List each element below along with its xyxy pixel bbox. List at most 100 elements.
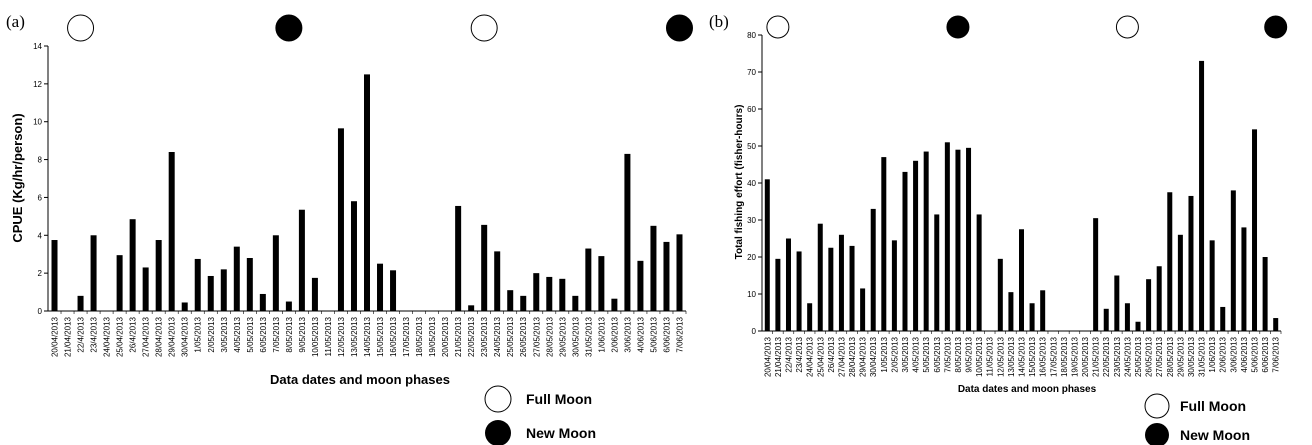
- x-category-label: 15/05/2013: [376, 316, 385, 357]
- panel-b-effort-chart: (b) 0 10 20 30 40 50 60 70 80 20/04/2013 21/04/20…: [709, 12, 1288, 395]
- x-category-label: 9/05/2013: [965, 336, 974, 372]
- bar: [585, 248, 592, 311]
- y-tick-label: 14: [33, 42, 42, 51]
- new-moon-icon: [1145, 423, 1169, 445]
- full-moon-icon: [766, 15, 790, 39]
- panel-a-bars: [51, 74, 687, 314]
- x-category-label: 21/05/2013: [454, 316, 463, 357]
- x-category-label: 30/04/2013: [869, 336, 878, 377]
- x-category-label: 26/05/2013: [1145, 336, 1154, 377]
- x-category-label: 31/05/2013: [584, 316, 593, 357]
- x-category-label: 3/05/2013: [220, 316, 229, 352]
- bar: [807, 303, 813, 331]
- x-category-label: 28/05/2013: [1166, 336, 1175, 377]
- bar: [468, 305, 475, 311]
- x-category-label: 4/05/2013: [233, 316, 242, 352]
- bar: [1019, 229, 1024, 331]
- bar: [1040, 290, 1046, 331]
- x-category-label: 7/06/2013: [1272, 336, 1281, 372]
- y-tick-label: 40: [747, 179, 756, 188]
- bar: [923, 151, 929, 331]
- panel-b-x-categories: 20/04/2013 21/04/2013 22/4/2013 23/4/2013 24…: [763, 336, 1280, 377]
- bar: [1103, 308, 1109, 331]
- x-category-label: 6/06/2013: [662, 316, 671, 352]
- bar: [1199, 60, 1205, 332]
- bar: [637, 260, 644, 311]
- bar: [533, 273, 540, 311]
- bar: [129, 219, 136, 311]
- x-category-label: 2/06/2013: [610, 316, 619, 352]
- x-category-label: 26/4/2013: [827, 336, 836, 372]
- x-category-label: 22/4/2013: [784, 336, 793, 372]
- x-category-label: 15/05/2013: [1028, 336, 1037, 377]
- x-category-label: 13/05/2013: [1007, 336, 1016, 377]
- bar: [870, 208, 876, 331]
- x-category-label: 19/05/2013: [1070, 336, 1079, 377]
- y-tick-label: 0: [752, 327, 757, 336]
- x-category-label: 27/05/2013: [532, 316, 541, 357]
- bar: [1241, 227, 1247, 331]
- bar: [775, 258, 781, 331]
- x-category-label: 28/04/2013: [848, 336, 857, 377]
- x-category-label: 23/05/2013: [1113, 336, 1122, 377]
- x-category-label: 25/04/2013: [816, 336, 825, 377]
- bar: [796, 251, 802, 331]
- bar: [663, 241, 670, 311]
- bar: [934, 214, 940, 331]
- x-category-label: 20/05/2013: [1081, 336, 1090, 377]
- bar: [913, 160, 919, 331]
- bar: [817, 223, 823, 331]
- x-category-label: 1/06/2013: [597, 316, 606, 352]
- x-category-label: 29/05/2013: [1176, 336, 1185, 377]
- bar: [1209, 240, 1215, 331]
- panel-a-x-categories: 20/04/2013 21/04/2013 22/4/2013 23/4/2013 24…: [51, 316, 685, 357]
- full-moon-icon: [67, 14, 95, 42]
- x-category-label: 6/05/2013: [933, 336, 942, 372]
- y-tick-label: 60: [747, 105, 756, 114]
- full-moon-icon: [1115, 15, 1139, 39]
- x-category-label: 1/06/2013: [1208, 336, 1217, 372]
- x-category-label: 26/05/2013: [519, 316, 528, 357]
- bar: [298, 209, 305, 311]
- bar: [860, 288, 866, 331]
- bar: [520, 295, 527, 311]
- x-category-label: 4/06/2013: [1240, 336, 1249, 372]
- new-moon-icon: [485, 420, 511, 445]
- x-category-label: 3/05/2013: [901, 336, 910, 372]
- legend-full-moon-label: Full Moon: [1180, 398, 1246, 414]
- x-category-label: 23/4/2013: [90, 316, 99, 352]
- bar: [1252, 129, 1258, 331]
- x-category-label: 4/06/2013: [636, 316, 645, 352]
- bar: [285, 301, 292, 311]
- x-category-label: 1/05/2013: [880, 336, 889, 372]
- panel-b-label: (b): [709, 12, 729, 31]
- bar: [259, 293, 266, 311]
- x-category-label: 22/4/2013: [77, 316, 86, 352]
- panel-b-bars: [764, 60, 1282, 334]
- bar: [377, 263, 384, 311]
- panel-a-legend: Full Moon New Moon: [484, 385, 596, 445]
- x-category-label: 27/04/2013: [142, 316, 151, 357]
- x-category-label: 29/04/2013: [859, 336, 868, 377]
- bar: [764, 179, 770, 331]
- legend-new-moon-label: New Moon: [1180, 427, 1250, 443]
- x-category-label: 23/05/2013: [480, 316, 489, 357]
- x-category-label: 9/05/2013: [298, 316, 307, 352]
- x-category-label: 26/4/2013: [129, 316, 138, 352]
- x-category-label: 25/05/2013: [506, 316, 515, 357]
- x-category-label: 14/05/2013: [1018, 336, 1027, 377]
- x-category-label: 2/06/2013: [1219, 336, 1228, 372]
- y-tick-label: 2: [38, 269, 43, 278]
- bar: [494, 251, 501, 311]
- x-category-label: 12/05/2013: [996, 336, 1005, 377]
- x-category-label: 6/06/2013: [1261, 336, 1270, 372]
- y-tick-label: 10: [33, 118, 42, 127]
- x-category-label: 11/05/2013: [986, 336, 995, 376]
- panel-a-moon-phases: [67, 14, 693, 42]
- bar: [891, 240, 897, 331]
- x-category-label: 2/05/2013: [207, 316, 216, 352]
- x-category-label: 24/05/2013: [1123, 336, 1132, 377]
- full-moon-icon: [484, 385, 512, 413]
- y-tick-label: 10: [747, 290, 756, 299]
- new-moon-icon: [275, 14, 303, 42]
